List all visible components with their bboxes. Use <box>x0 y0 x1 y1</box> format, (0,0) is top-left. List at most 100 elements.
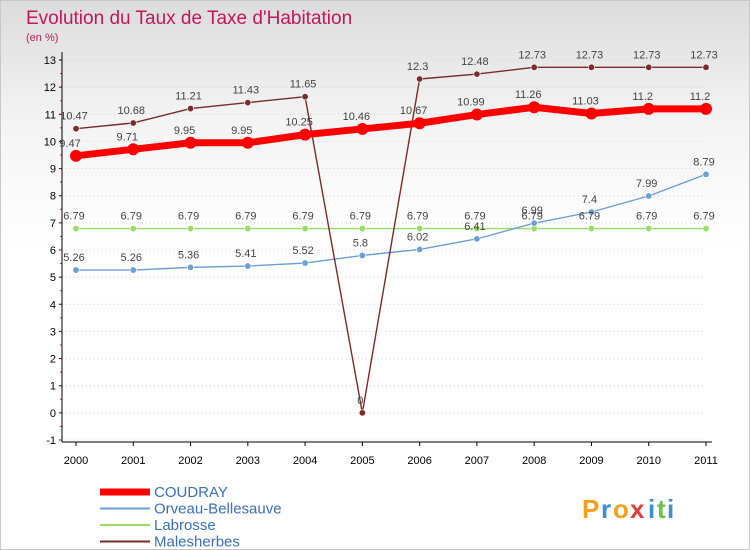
legend-label: Labrosse <box>154 517 216 534</box>
data-point <box>587 225 595 233</box>
data-point <box>244 262 252 270</box>
data-point <box>187 263 195 271</box>
logo-letter: r <box>601 494 611 524</box>
data-label: 11.2 <box>632 91 653 103</box>
data-label: 9.71 <box>117 131 138 143</box>
data-label: 12.73 <box>518 49 546 61</box>
data-point <box>129 119 137 127</box>
chart-subtitle: (en %) <box>26 32 58 44</box>
x-tick-label: 2004 <box>293 455 317 467</box>
x-tick-label: 2008 <box>522 455 546 467</box>
data-label: 10.47 <box>60 111 88 123</box>
legend-label: COUDRAY <box>154 484 228 501</box>
y-tick-label: 2 <box>50 354 56 366</box>
data-label: 11.03 <box>572 95 599 107</box>
data-label: 5.26 <box>121 252 142 264</box>
x-tick-label: 2007 <box>465 455 489 467</box>
data-point <box>299 128 312 141</box>
data-point <box>645 63 653 71</box>
x-tick-label: 2006 <box>407 455 431 467</box>
y-tick-label: 7 <box>50 218 56 230</box>
data-label: 12.48 <box>461 56 489 68</box>
data-label: 11.43 <box>232 85 259 97</box>
data-point <box>301 259 309 267</box>
series-line-malesherbes <box>75 66 706 414</box>
data-label: 10.25 <box>285 117 313 129</box>
y-tick-label: 8 <box>50 191 56 203</box>
logo-letter: i <box>667 494 674 524</box>
y-tick-label: 13 <box>44 55 56 67</box>
series-line-coudray <box>75 103 706 160</box>
x-tick-label: 2001 <box>121 455 145 467</box>
data-point <box>241 136 254 149</box>
series <box>70 63 712 417</box>
data-label: 6.79 <box>350 211 371 223</box>
legend-label: Orveau-Bellesauve <box>154 501 282 518</box>
data-point <box>358 409 366 417</box>
x-tick-label: 2000 <box>64 455 88 467</box>
logo-letter: i <box>648 494 655 524</box>
data-label: 6.79 <box>636 211 657 223</box>
data-point <box>645 225 653 233</box>
y-tick-label: 9 <box>50 164 56 176</box>
data-point <box>470 108 483 121</box>
data-point <box>301 93 309 101</box>
data-label: 8.79 <box>693 156 714 168</box>
data-point <box>587 63 595 71</box>
data-point <box>127 143 140 156</box>
data-label: 6.99 <box>521 205 542 217</box>
data-point <box>70 149 82 162</box>
data-point <box>702 170 710 178</box>
data-point <box>702 63 710 71</box>
y-tick-label: 5 <box>50 272 56 284</box>
data-label: 12.73 <box>690 49 718 61</box>
data-label: 6.79 <box>235 211 256 223</box>
chart-title: Evolution du Taux de Taxe d'Habitation <box>26 8 352 29</box>
logo-letter: t <box>657 494 666 524</box>
data-point <box>129 225 137 233</box>
data-label: 6.79 <box>693 211 714 223</box>
data-point <box>184 136 197 149</box>
data-point <box>700 102 712 115</box>
data-point <box>187 105 195 113</box>
y-tick-label: 1 <box>50 381 56 393</box>
data-point <box>356 122 369 135</box>
data-label: 12.73 <box>633 49 661 61</box>
data-point <box>72 225 80 233</box>
data-label: 7.99 <box>636 178 657 190</box>
data-label: 11.65 <box>290 79 317 91</box>
data-label: 6.41 <box>464 221 485 233</box>
data-point <box>587 208 595 216</box>
data-labels: 9.47 9.71 9.95 9.95 10.25 10.46 10.67 10.99 11.2… <box>59 49 717 407</box>
data-point <box>413 117 426 130</box>
data-point <box>72 266 80 274</box>
y-tick-label: 10 <box>44 136 56 148</box>
y-tick-label: -1 <box>46 435 56 447</box>
data-point <box>187 225 195 233</box>
y-tick-label: 11 <box>45 109 56 121</box>
data-point <box>244 99 252 107</box>
data-point <box>416 245 424 253</box>
y-tick-label: 12 <box>44 82 56 94</box>
data-point <box>358 225 366 233</box>
legend-label: Malesherbes <box>154 534 240 550</box>
data-label: 6.79 <box>464 211 485 223</box>
y-tick-label: 0 <box>50 408 56 420</box>
data-point <box>702 225 710 233</box>
data-label: 6.79 <box>521 211 542 223</box>
logo-letter: P <box>582 494 599 524</box>
legend: COUDRAYOrveau-BellesauveLabrosseMalesher… <box>100 484 282 550</box>
data-label: 5.8 <box>353 237 368 249</box>
data-label: 6.79 <box>178 211 199 223</box>
data-label: 6.79 <box>579 211 600 223</box>
data-point <box>473 70 481 78</box>
x-tick-label: 2005 <box>350 455 374 467</box>
x-tick-label: 2002 <box>178 455 202 467</box>
data-point <box>473 235 481 243</box>
data-label: 6.79 <box>121 211 142 223</box>
data-label: 6.02 <box>407 231 428 243</box>
data-label: 6.79 <box>292 211 313 223</box>
